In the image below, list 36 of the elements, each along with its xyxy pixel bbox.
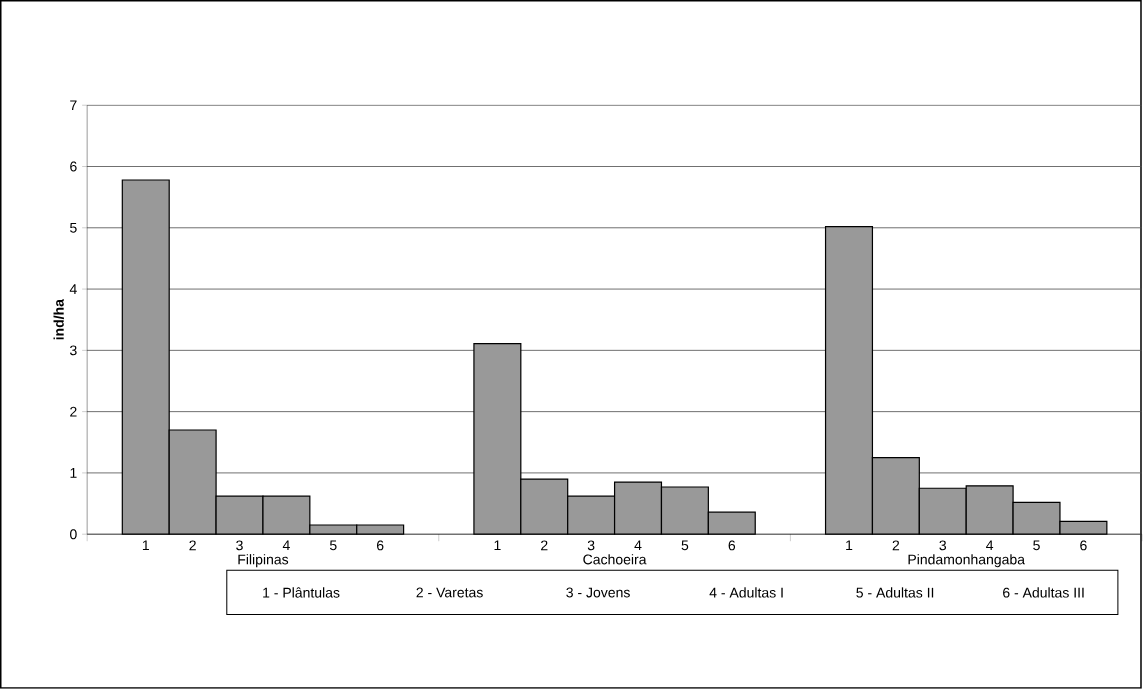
x-tick-label: 1 xyxy=(494,540,501,551)
text: 6 - Adultas III xyxy=(1003,587,1084,598)
text: 2 - Varetas xyxy=(416,587,483,598)
y-tick-label: 3 xyxy=(70,345,77,356)
x-tick-label: 1 xyxy=(142,540,149,551)
x-tick-label: 2 xyxy=(189,540,196,551)
x-tick-label: 6 xyxy=(728,540,736,551)
y-tick-label: 7 xyxy=(70,100,77,111)
x-tick-label: 1 xyxy=(846,540,853,551)
x-tick-label: 4 xyxy=(282,540,290,551)
x-tick-label: 6 xyxy=(376,540,384,551)
y-tick-label: 2 xyxy=(70,406,77,417)
y-tick-label: 0 xyxy=(70,529,77,540)
text: Filipinas xyxy=(238,554,289,568)
x-tick-label: 4 xyxy=(634,540,642,551)
y-axis-title: ind/ha xyxy=(53,299,64,340)
x-tick-label: 2 xyxy=(892,540,900,551)
x-tick-label: 2 xyxy=(541,540,548,551)
y-tick-label: 5 xyxy=(70,223,77,233)
x-tick-label: 3 xyxy=(587,540,595,551)
text: 5 - Adultas II xyxy=(856,587,934,598)
y-tick-label: 1 xyxy=(70,468,77,478)
text: 4 - Adultas I xyxy=(709,587,783,598)
x-tick-label: 3 xyxy=(236,540,243,551)
text: Pindamonhangaba xyxy=(908,554,1026,568)
text: 3 - Jovens xyxy=(566,587,630,598)
x-tick-label: 3 xyxy=(939,540,947,551)
x-tick-label: 6 xyxy=(1080,540,1087,551)
x-tick-label: 5 xyxy=(1033,540,1040,551)
text: 1 - Plântulas xyxy=(263,587,340,598)
x-tick-label: 4 xyxy=(986,540,994,551)
x-tick-label: 5 xyxy=(681,540,689,551)
x-tick-label: 5 xyxy=(329,540,337,551)
y-tick-label: 6 xyxy=(70,161,77,172)
y-tick-label: 4 xyxy=(69,284,77,295)
text: Cachoeira xyxy=(583,554,647,565)
